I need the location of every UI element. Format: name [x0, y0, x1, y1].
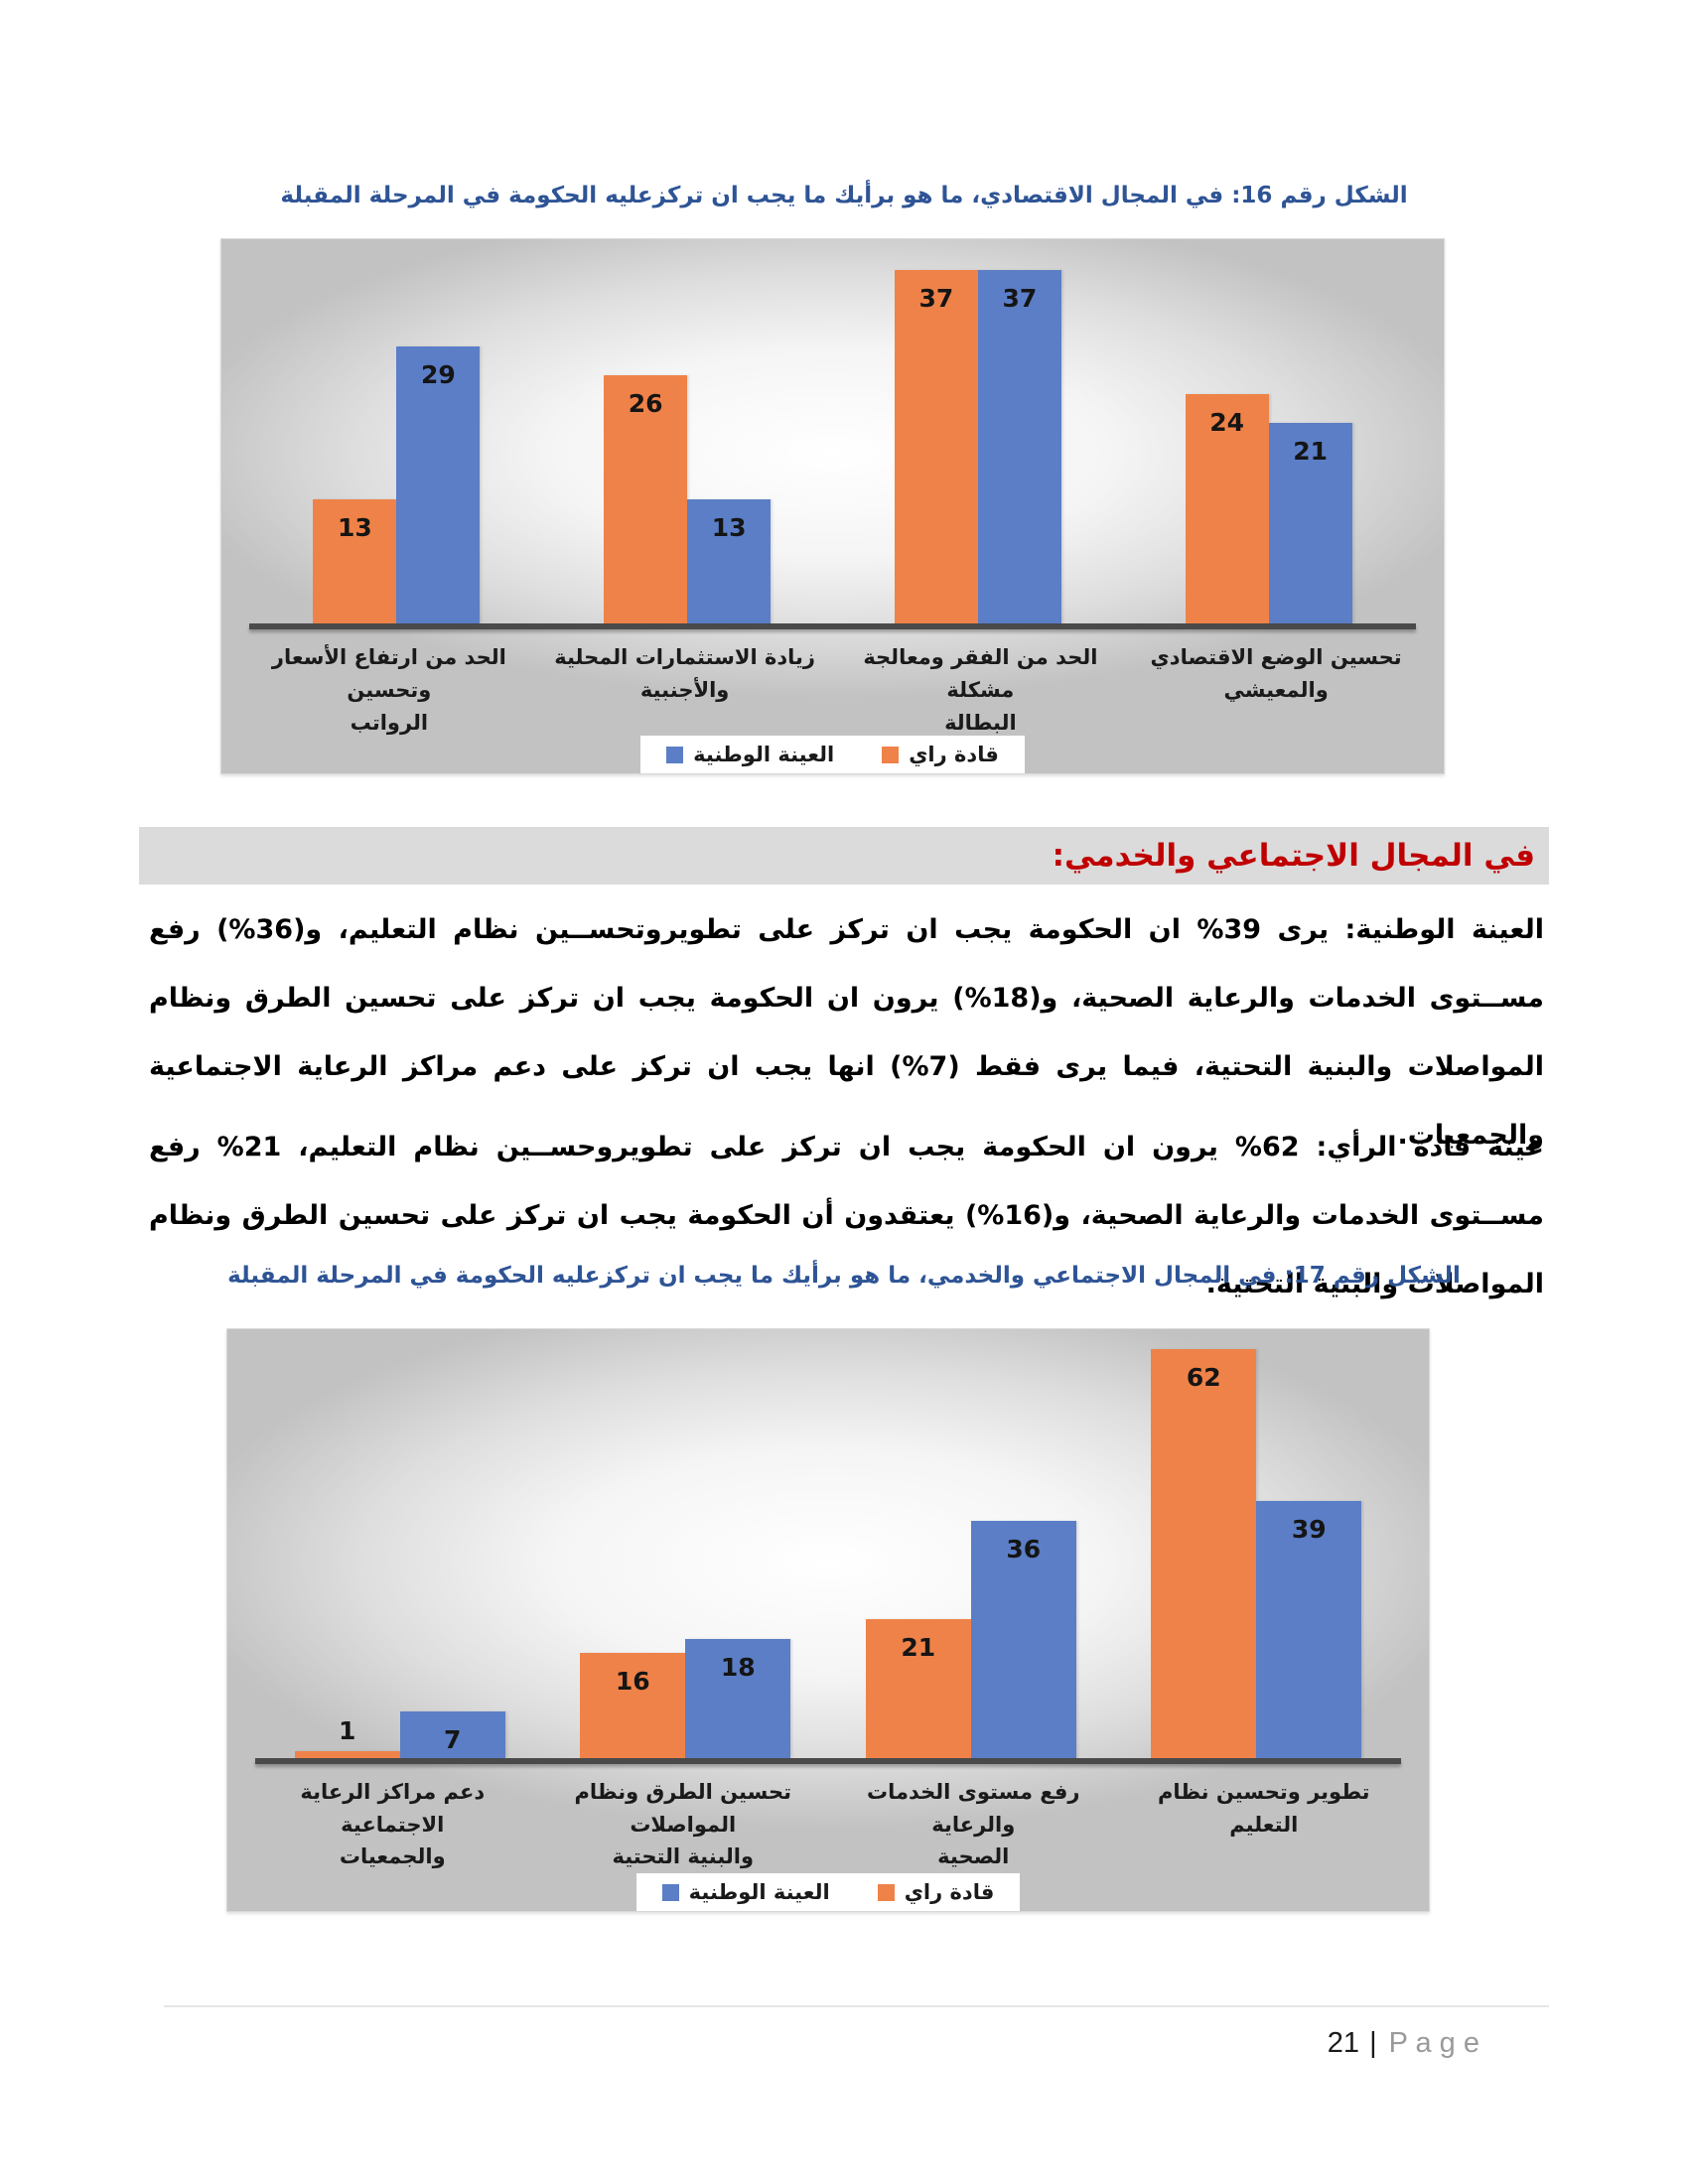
category-label: دعم مراكز الرعاية الاجتماعية والجمعيات	[300, 1780, 486, 1869]
figure-16-legend: العينة الوطنية قادة راي	[640, 736, 1025, 773]
bar-العينة الوطنية: 37	[977, 269, 1061, 623]
bar-value-label: 37	[918, 283, 954, 313]
figure-16-category-labels: الحد من ارتفاع الأسعار وتحسين الرواتب زيا…	[221, 641, 1444, 734]
bar-group: 24 21	[1123, 393, 1414, 623]
bar-قادة راي: 26	[604, 374, 688, 623]
bar-العينة الوطنية: 18	[685, 1639, 791, 1758]
legend-label: العينة الوطنية	[693, 743, 835, 767]
footer-separator-line	[164, 2005, 1549, 2007]
bar-value-label: 24	[1209, 407, 1245, 437]
bar-العينة الوطنية: 13	[687, 498, 772, 623]
bar-value-label: 37	[1002, 283, 1038, 313]
bar-value-label: 18	[720, 1653, 756, 1682]
figure-17-chart: 1 7 16 18 21 36 62 39 دعم مراكز الرعاية الاجتما…	[226, 1328, 1430, 1912]
bar-العينة الوطنية: 36	[970, 1521, 1076, 1758]
bar-group: 62 39	[1114, 1349, 1400, 1758]
bar-قادة راي: 1	[294, 1716, 400, 1758]
bar-value-label: 21	[901, 1633, 936, 1662]
bar-value-label: 62	[1186, 1363, 1221, 1392]
paragraph-national-sample: العينة الوطنية: يرى 39% ان الحكومة يجب ا…	[149, 914, 1544, 1151]
figure-16-plot-area: 13 29 26 13 37 37 24 21	[221, 261, 1444, 623]
figure-17-legend-row: العينة الوطنية قادة راي	[227, 1873, 1429, 1911]
bar-value-label: 13	[711, 512, 747, 542]
category-label: تطوير وتحسين نظام التعليم	[1157, 1780, 1370, 1837]
figure-17-category-labels: دعم مراكز الرعاية الاجتماعية والجمعيات تح…	[227, 1776, 1429, 1871]
bar-العينة الوطنية: 39	[1256, 1501, 1362, 1758]
bar-value-label: 29	[420, 359, 456, 389]
footer-page-label: P a g e	[1388, 2027, 1479, 2059]
bar-value-label: 16	[615, 1667, 650, 1696]
bar-قادة راي: 13	[313, 498, 397, 623]
legend-item: قادة راي	[877, 1880, 995, 1904]
figure-16-x-axis-line	[249, 622, 1416, 630]
category-label: رفع مستوى الخدمات والرعاية الصحية	[866, 1780, 1080, 1869]
bar-value-label: 36	[1006, 1535, 1042, 1564]
bar-العينة الوطنية: 21	[1268, 422, 1352, 623]
figure-17-plot-area: 1 7 16 18 21 36 62 39	[227, 1349, 1429, 1758]
legend-swatch	[666, 746, 684, 763]
bar-قادة راي: 24	[1185, 393, 1269, 623]
bar-value-label: 7	[444, 1725, 462, 1754]
category-label: تحسين الوضع الاقتصادي والمعيشي	[1150, 645, 1402, 703]
legend-item: العينة الوطنية	[661, 1880, 830, 1904]
legend-swatch	[882, 746, 900, 763]
page-footer: 21 | P a g e	[1328, 2027, 1479, 2060]
legend-label: العينة الوطنية	[688, 1880, 830, 1904]
category-label: تحسين الطرق ونظام المواصلات والبنية التح…	[574, 1780, 792, 1869]
bar-العينة الوطنية: 7	[399, 1711, 505, 1758]
legend-item: قادة راي	[882, 743, 999, 766]
category-label: الحد من ارتفاع الأسعار وتحسين الرواتب	[271, 645, 506, 735]
paragraph-opinion-leaders: عينة قادة الرأي: 62% يرون ان الحكومة يجب…	[149, 1132, 1544, 1299]
figure-17-legend: العينة الوطنية قادة راي	[635, 1873, 1021, 1911]
bar-group: 21 36	[828, 1521, 1114, 1758]
bar-قادة راي: 62	[1151, 1349, 1257, 1758]
figure-17-x-axis-line	[255, 1758, 1401, 1764]
bar-value-label: 39	[1291, 1515, 1327, 1544]
footer-divider: |	[1369, 2027, 1377, 2059]
bar-قادة راي: 16	[580, 1653, 686, 1758]
bar-value-label: 1	[339, 1716, 356, 1745]
category-label: الحد من الفقر ومعالجة مشكلة البطالة	[863, 645, 1098, 735]
bar-value-label: 26	[628, 388, 663, 418]
bar-value-label: 13	[337, 512, 372, 542]
legend-item: العينة الوطنية	[666, 743, 834, 766]
bar-العينة الوطنية: 29	[396, 345, 481, 623]
bar-value-label: 21	[1293, 436, 1329, 466]
figure-16-chart: 13 29 26 13 37 37 24 21 الحد من ارتفاع الأسعار …	[220, 238, 1445, 774]
section-heading-band: في المجال الاجتماعي والخدمي:	[139, 827, 1549, 885]
legend-swatch	[661, 1883, 679, 1901]
page-number: 21	[1327, 2027, 1360, 2059]
figure-17-caption: الشكل رقم 17: في المجال الاجتماعي والخدم…	[227, 1263, 1461, 1289]
bar-قادة راي: 21	[865, 1619, 971, 1758]
legend-label: قادة راي	[909, 743, 999, 767]
section-heading: في المجال الاجتماعي والخدمي:	[1052, 838, 1535, 874]
legend-swatch	[877, 1883, 895, 1901]
legend-label: قادة راي	[904, 1880, 995, 1904]
bar-group: 16 18	[543, 1639, 829, 1758]
bar-group: 37 37	[833, 269, 1124, 623]
figure-16-legend-row: العينة الوطنية قادة راي	[221, 736, 1444, 773]
bar-group: 13 29	[251, 345, 542, 623]
bar-group: 26 13	[542, 374, 833, 623]
category-label: زيادة الاستثمارات المحلية والأجنبية	[554, 645, 816, 703]
bar-قادة راي: 37	[894, 269, 978, 623]
figure-16-caption: الشكل رقم 16: في المجال الاقتصادي، ما هو…	[280, 183, 1408, 208]
